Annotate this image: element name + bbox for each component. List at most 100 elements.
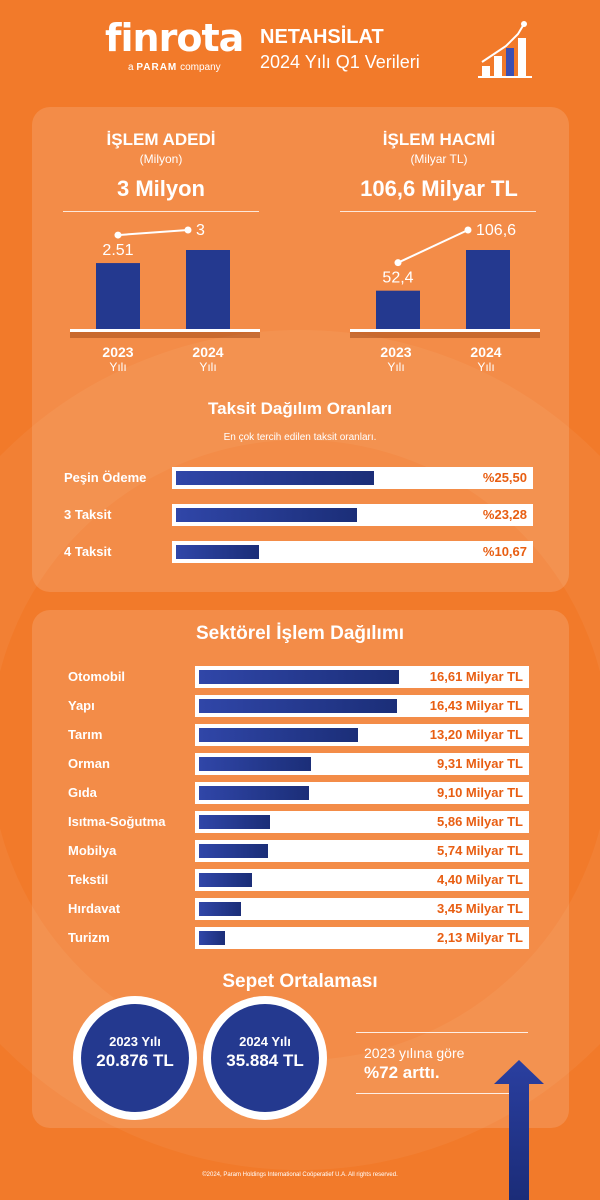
year-label-2023: 2023 Yılı bbox=[83, 344, 153, 374]
basket-value: 35.884 TL bbox=[226, 1051, 304, 1070]
bar-label: Isıtma-Soğutma bbox=[68, 814, 166, 829]
kpi-unit: (Milyon) bbox=[139, 152, 183, 166]
value-label-2023: 2.51 bbox=[102, 242, 133, 259]
bar-track: 13,20 Milyar TL bbox=[195, 724, 529, 746]
bar-fill bbox=[199, 670, 399, 684]
basket-value: 20.876 TL bbox=[96, 1051, 174, 1070]
year-suffix: Yılı bbox=[387, 360, 405, 374]
kpi-value: 106,6 Milyar TL bbox=[360, 176, 518, 201]
year-label-2024: 2024 Yılı bbox=[173, 344, 243, 374]
installment-row: 3 Taksit %23,28 bbox=[0, 504, 600, 526]
kpi-transaction-volume: İŞLEM HACMİ (Milyar TL) 106,6 Milyar TL bbox=[339, 130, 539, 202]
value-label-2023: 52,4 bbox=[382, 270, 413, 287]
trend-point-2024 bbox=[464, 226, 472, 234]
year: 2023 bbox=[380, 344, 412, 360]
bar-track: 9,10 Milyar TL bbox=[195, 782, 529, 804]
sector-row: Mobilya 5,74 Milyar TL bbox=[0, 840, 600, 862]
bar-label: Gıda bbox=[68, 785, 97, 800]
bar-fill bbox=[199, 786, 309, 800]
basket-year: 2024 Yılı bbox=[239, 1034, 291, 1049]
sector-row: Gıda 9,10 Milyar TL bbox=[0, 782, 600, 804]
bar-fill bbox=[199, 873, 252, 887]
bar-value: 16,61 Milyar TL bbox=[429, 669, 523, 684]
value-label-2024: 3 bbox=[196, 222, 205, 239]
trend-point-2023 bbox=[114, 231, 122, 239]
trend-line bbox=[117, 229, 189, 237]
increase-box: 2023 yılına göre %72 arttı. bbox=[356, 1032, 528, 1094]
bar-value: 16,43 Milyar TL bbox=[429, 698, 523, 713]
sector-row: Isıtma-Soğutma 5,86 Milyar TL bbox=[0, 811, 600, 833]
bar-fill bbox=[199, 757, 312, 771]
copyright-footer: ©2024, Param Holdings International Coöp… bbox=[202, 1172, 398, 1178]
bar-label: Otomobil bbox=[68, 669, 126, 684]
sector-row: Orman 9,31 Milyar TL bbox=[0, 753, 600, 775]
kpi-value: 3 Milyon bbox=[116, 176, 205, 201]
bar-track: 3,45 Milyar TL bbox=[195, 898, 529, 920]
year-label-2023: 2023 Yılı bbox=[361, 344, 431, 374]
value-label-2024: 106,6 bbox=[476, 222, 516, 239]
sector-row: Yapı 16,43 Milyar TL bbox=[0, 695, 600, 717]
increase-percent: %72 arttı. bbox=[364, 1063, 440, 1082]
basket-circle-2024: 2024 Yılı 35.884 TL bbox=[203, 996, 327, 1120]
bar-label: Turizm bbox=[68, 930, 110, 945]
bar-fill bbox=[199, 931, 225, 945]
sector-row: Hırdavat 3,45 Milyar TL bbox=[0, 898, 600, 920]
bar-track: 2,13 Milyar TL bbox=[195, 927, 529, 949]
kpi-title: İŞLEM ADEDİ bbox=[106, 130, 216, 149]
bar-value: 5,86 Milyar TL bbox=[437, 814, 523, 829]
logo-sub-brand: PARAM bbox=[136, 62, 178, 73]
bar-fill bbox=[199, 815, 270, 829]
bar-value: 9,10 Milyar TL bbox=[437, 785, 523, 800]
sector-row: Otomobil 16,61 Milyar TL bbox=[0, 666, 600, 688]
kpi-count-mini-chart: 2.51 3 bbox=[70, 222, 260, 338]
year-suffix: Yılı bbox=[477, 360, 495, 374]
growth-chart-icon bbox=[478, 21, 532, 78]
baseline bbox=[70, 329, 260, 332]
basket-year: 2023 Yılı bbox=[109, 1034, 161, 1049]
bar-fill bbox=[199, 728, 358, 742]
bar-label: Tarım bbox=[68, 727, 103, 742]
bar-value: %23,28 bbox=[482, 507, 527, 522]
header: finrota a PARAM company NETAHSİLAT 2024 … bbox=[0, 0, 600, 95]
trend-point-2023 bbox=[394, 259, 402, 267]
kpi-transaction-count: İŞLEM ADEDİ (Milyon) 3 Milyon bbox=[61, 130, 261, 202]
baseline-shadow bbox=[350, 332, 540, 338]
bar-2023 bbox=[96, 263, 140, 330]
baseline bbox=[350, 329, 540, 332]
bar-value: 2,13 Milyar TL bbox=[437, 930, 523, 945]
bar-2024 bbox=[186, 250, 230, 330]
bar-track: 16,61 Milyar TL bbox=[195, 666, 529, 688]
logo-subtitle: a PARAM company bbox=[128, 62, 221, 73]
bar-fill bbox=[176, 471, 374, 485]
trend-line bbox=[397, 229, 469, 264]
basket-circle-inner: 2023 Yılı 20.876 TL bbox=[81, 1004, 189, 1112]
bar-value: 13,20 Milyar TL bbox=[429, 727, 523, 742]
bar-track: %25,50 bbox=[172, 467, 533, 489]
year-label-2024: 2024 Yılı bbox=[451, 344, 521, 374]
bar-label: Yapı bbox=[68, 698, 95, 713]
installment-row: Peşin Ödeme %25,50 bbox=[0, 467, 600, 489]
logo-sub-prefix: a bbox=[128, 62, 134, 73]
bar-value: 3,45 Milyar TL bbox=[437, 901, 523, 916]
bar-track: %10,67 bbox=[172, 541, 533, 563]
year-suffix: Yılı bbox=[199, 360, 217, 374]
sector-row: Tekstil 4,40 Milyar TL bbox=[0, 869, 600, 891]
finrota-logo: finrota bbox=[105, 16, 244, 60]
header-title: NETAHSİLAT bbox=[260, 26, 384, 48]
basket-circle-inner: 2024 Yılı 35.884 TL bbox=[211, 1004, 319, 1112]
bar-label: Tekstil bbox=[68, 872, 109, 887]
bar-track: 5,86 Milyar TL bbox=[195, 811, 529, 833]
kpi-title: İŞLEM HACMİ bbox=[382, 130, 496, 149]
baseline-shadow bbox=[70, 332, 260, 338]
bar-label: Mobilya bbox=[68, 843, 117, 858]
kpi-volume-mini-chart: 52,4 106,6 bbox=[350, 222, 540, 338]
bar-fill bbox=[176, 545, 259, 559]
bar-label: Orman bbox=[68, 756, 110, 771]
installments-title: Taksit Dağılım Oranları bbox=[208, 399, 392, 418]
logo-sub-suffix: company bbox=[180, 62, 221, 73]
basket-title: Sepet Ortalaması bbox=[222, 971, 378, 992]
sector-row: Turizm 2,13 Milyar TL bbox=[0, 927, 600, 949]
bar-track: 4,40 Milyar TL bbox=[195, 869, 529, 891]
bar-track: 5,74 Milyar TL bbox=[195, 840, 529, 862]
bar-fill bbox=[199, 902, 241, 916]
